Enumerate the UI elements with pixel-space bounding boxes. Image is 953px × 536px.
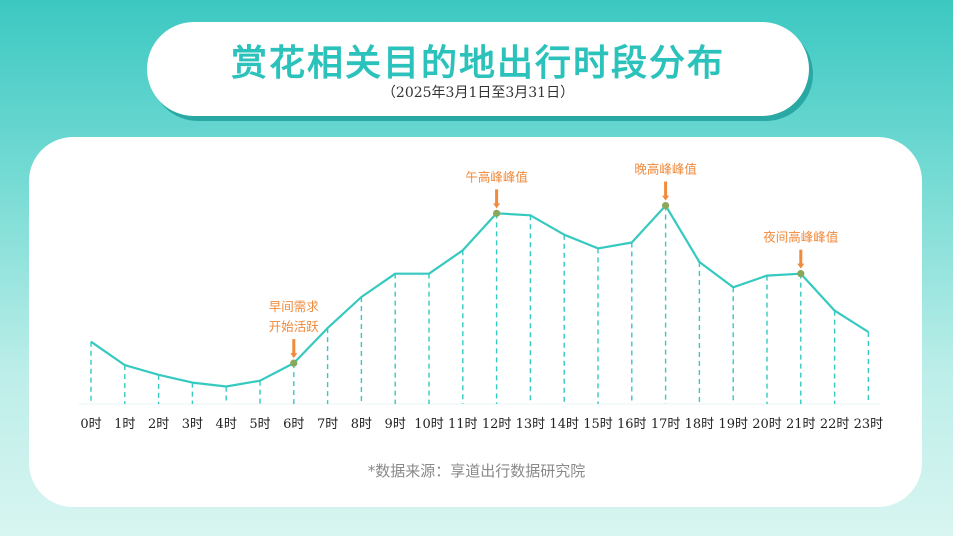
x-tick-label: 1时	[114, 417, 135, 432]
peak-marker	[797, 270, 805, 278]
data-source-note: *数据来源：享道出行数据研究院	[367, 462, 586, 480]
x-tick-label: 12时	[482, 417, 512, 432]
x-tick-label: 22时	[820, 417, 850, 432]
annotation-arrowhead	[493, 203, 501, 209]
peak-marker	[493, 209, 501, 217]
x-tick-label: 23时	[854, 417, 884, 432]
annotation-arrowhead	[290, 353, 298, 359]
x-tick-label: 16时	[617, 417, 647, 432]
x-tick-label: 17时	[651, 417, 681, 432]
chart-card	[29, 137, 922, 507]
x-tick-label: 11时	[448, 417, 478, 432]
peak-marker	[290, 359, 298, 367]
x-tick-label: 18时	[685, 417, 715, 432]
x-tick-label: 0时	[80, 417, 101, 432]
x-tick-label: 19时	[718, 417, 748, 432]
x-tick-label: 5时	[249, 417, 270, 432]
page-subtitle: （2025年3月1日至3月31日）	[381, 85, 575, 101]
annotation-arrowhead	[662, 195, 670, 201]
annotation-label: 开始活跃	[269, 319, 320, 334]
title-banner: 赏花相关目的地出行时段分布 （2025年3月1日至3月31日）	[147, 22, 809, 116]
annotation-label: 午高峰峰值	[465, 169, 528, 184]
x-tick-label: 2时	[148, 417, 169, 432]
annotation-label: 早间需求	[269, 299, 320, 314]
page-title: 赏花相关目的地出行时段分布	[230, 43, 725, 84]
x-tick-label: 20时	[752, 417, 782, 432]
x-tick-label: 4时	[216, 417, 237, 432]
x-tick-label: 13时	[516, 417, 546, 432]
annotation-label: 夜间高峰峰值	[763, 230, 838, 245]
x-tick-label: 10时	[414, 417, 444, 432]
x-tick-label: 6时	[283, 417, 304, 432]
annotation-label: 晚高峰峰值	[634, 162, 697, 177]
x-tick-label: 21时	[786, 417, 816, 432]
annotation-arrowhead	[797, 263, 805, 269]
x-tick-label: 14时	[549, 417, 579, 432]
x-tick-label: 3时	[182, 417, 203, 432]
series-line	[90, 204, 869, 388]
x-tick-label: 8时	[351, 417, 372, 432]
x-tick-label: 7时	[317, 417, 338, 432]
x-tick-label: 9时	[385, 417, 406, 432]
x-tick-label: 15时	[583, 417, 613, 432]
peak-marker	[662, 201, 670, 210]
